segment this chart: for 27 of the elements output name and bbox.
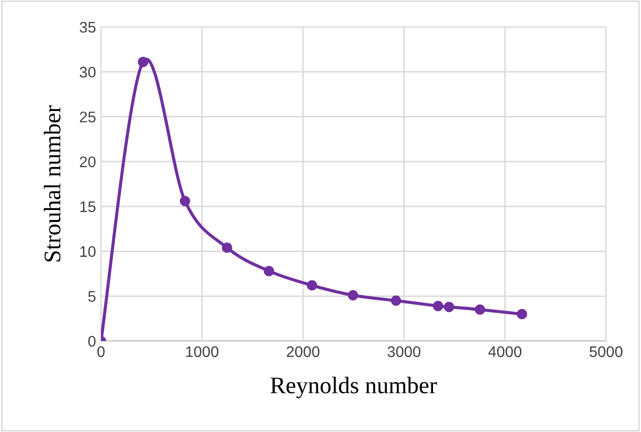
y-tick-label: 15 [80,201,96,212]
point [306,280,318,291]
point [390,295,402,306]
y-tick-label: 0 [88,336,96,347]
point [264,266,274,276]
point [432,300,444,312]
point [444,302,454,312]
y-tick-label: 30 [80,66,96,78]
y-tick-label: 20 [80,156,96,168]
x-axis-title: Reynolds number [270,376,437,398]
y-tick-label: 5 [88,291,96,302]
y-tick-label: 35 [80,22,96,33]
y-axis-title: Strouhal number [44,105,60,262]
x-tick-label: 3000 [388,346,420,358]
x-tick-label: 5000 [590,346,622,358]
y-tick-label: 10 [80,246,96,257]
point [180,196,190,206]
x-tick-label: 1000 [186,346,218,358]
x-tick-label: 0 [97,346,105,358]
point [222,242,232,253]
point [474,304,486,315]
x-tick-label: 2000 [286,346,320,358]
x-tick-label: 4000 [488,346,522,358]
point [516,308,528,320]
point [348,290,358,300]
y-tick-label: 25 [80,112,96,122]
point [138,56,148,68]
